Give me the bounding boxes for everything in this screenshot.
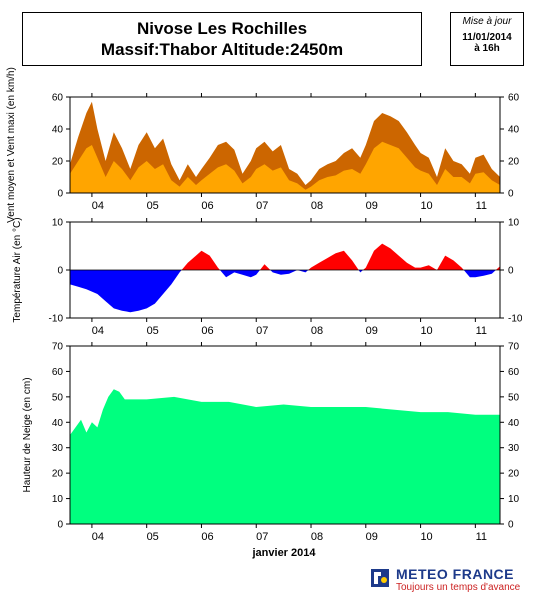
- snow-xtick-label: 10: [420, 531, 432, 543]
- snow-chart: 0 0 10 10 20 20 30 30 40 40 50 50 60 60 70 70 04 05 06 07 08…: [22, 342, 520, 544]
- temperature-positive-area: [70, 243, 500, 270]
- wind-ytick-label-right: 0: [508, 189, 514, 200]
- snow-ytick-label-right: 40: [508, 418, 520, 429]
- wind-xtick-label: 04: [92, 200, 104, 212]
- wind-ytick-label-left: 60: [52, 93, 64, 104]
- temperature-xtick-label: 11: [476, 325, 487, 337]
- snow-ytick-label-left: 50: [52, 392, 64, 403]
- temperature-ytick-label-left: 0: [57, 266, 63, 277]
- snow-xtick-label: 04: [92, 531, 104, 543]
- snow-ytick-label-left: 20: [52, 469, 64, 480]
- brand-slogan: Toujours un temps d'avance: [396, 582, 521, 593]
- temperature-y-axis-label: Température Air (en °C): [12, 217, 23, 322]
- temperature-ytick-label-left: 10: [52, 218, 64, 229]
- temperature-ytick-label-right: 10: [508, 218, 520, 229]
- wind-mean-area: [70, 141, 500, 193]
- temperature-xtick-label: 10: [420, 325, 432, 337]
- snow-ytick-label-left: 30: [52, 443, 64, 454]
- wind-chart: 0 0 20 20 40 40 60 60 04 05 06 07 08 09 10 11 Vent moyen…: [6, 67, 520, 223]
- wind-xtick-label: 10: [420, 200, 432, 212]
- wind-xtick-label: 07: [256, 200, 268, 212]
- temperature-xtick-label: 08: [311, 325, 323, 337]
- temperature-negative-area: [70, 270, 500, 313]
- update-label: Mise à jour: [462, 16, 512, 27]
- wind-ytick-label-left: 20: [52, 157, 64, 168]
- snow-ytick-label-right: 70: [508, 342, 520, 353]
- temperature-ytick-label-left: -10: [49, 314, 64, 325]
- meteo-france-logo: METEO FRANCE Toujours un temps d'avance: [370, 566, 534, 593]
- snow-ytick-label-left: 40: [52, 418, 64, 429]
- temperature-ytick-label-right: -10: [508, 314, 523, 325]
- temperature-xtick-label: 06: [201, 325, 213, 337]
- massif-altitude-title: Massif:Thabor Altitude:2450m: [100, 40, 344, 59]
- wind-ytick-label-right: 60: [508, 93, 520, 104]
- wind-xtick-label: 06: [201, 200, 213, 212]
- temperature-xtick-label: 05: [147, 325, 159, 337]
- snow-ytick-label-right: 0: [508, 520, 514, 531]
- snow-y-axis-label: Hauteur de Neige (en cm): [22, 377, 33, 492]
- meteo-france-logo-icon: [371, 569, 389, 587]
- snow-depth-area: [70, 389, 500, 524]
- wind-xtick-label: 09: [366, 200, 378, 212]
- temperature-xtick-label: 04: [92, 325, 104, 337]
- snow-frame: [69, 345, 501, 525]
- snow-xtick-label: 06: [201, 531, 213, 543]
- snow-xtick-label: 07: [256, 531, 268, 543]
- snow-ytick-label-right: 20: [508, 469, 520, 480]
- wind-ytick-label-left: 0: [57, 189, 63, 200]
- x-axis-label: janvier 2014: [252, 547, 317, 559]
- update-box: Mise à jour 11/01/2014 à 16h: [450, 12, 524, 66]
- wind-ytick-label-right: 40: [508, 125, 520, 136]
- snow-ytick-label-left: 10: [52, 494, 64, 505]
- brand-name: METEO FRANCE: [396, 566, 514, 582]
- wind-ytick-label-right: 20: [508, 157, 520, 168]
- snow-xtick-label: 11: [476, 531, 487, 543]
- update-time: à 16h: [474, 43, 500, 54]
- snow-xtick-label: 05: [147, 531, 159, 543]
- temperature-xtick-label: 09: [366, 325, 378, 337]
- update-date: 11/01/2014: [462, 32, 512, 43]
- snow-ytick-label-left: 0: [57, 520, 63, 531]
- temperature-ytick-label-right: 0: [508, 266, 514, 277]
- snow-xtick-label: 09: [366, 531, 378, 543]
- temperature-chart: -10 -10 0 0 10 10 04 05 06 07 08 09 10 11 Température …: [12, 217, 523, 337]
- snow-ytick-label-left: 60: [52, 367, 64, 378]
- wind-ytick-label-left: 40: [52, 125, 64, 136]
- title-box: Nivose Les Rochilles Massif:Thabor Altit…: [22, 12, 422, 66]
- station-title: Nivose Les Rochilles: [136, 19, 308, 38]
- wind-y-axis-label: Vent moyen et Vent maxi (en km/h): [6, 67, 17, 223]
- snow-ytick-label-left: 70: [52, 342, 64, 353]
- snow-xtick-label: 08: [311, 531, 323, 543]
- wind-xtick-label: 08: [311, 200, 323, 212]
- snow-ytick-label-right: 30: [508, 443, 520, 454]
- snow-ytick-label-right: 50: [508, 392, 520, 403]
- snow-ytick-label-right: 10: [508, 494, 520, 505]
- temperature-xtick-label: 07: [256, 325, 268, 337]
- wind-xtick-label: 11: [476, 200, 487, 212]
- wind-frame: [69, 96, 501, 194]
- wind-xtick-label: 05: [147, 200, 159, 212]
- snow-ytick-label-right: 60: [508, 367, 520, 378]
